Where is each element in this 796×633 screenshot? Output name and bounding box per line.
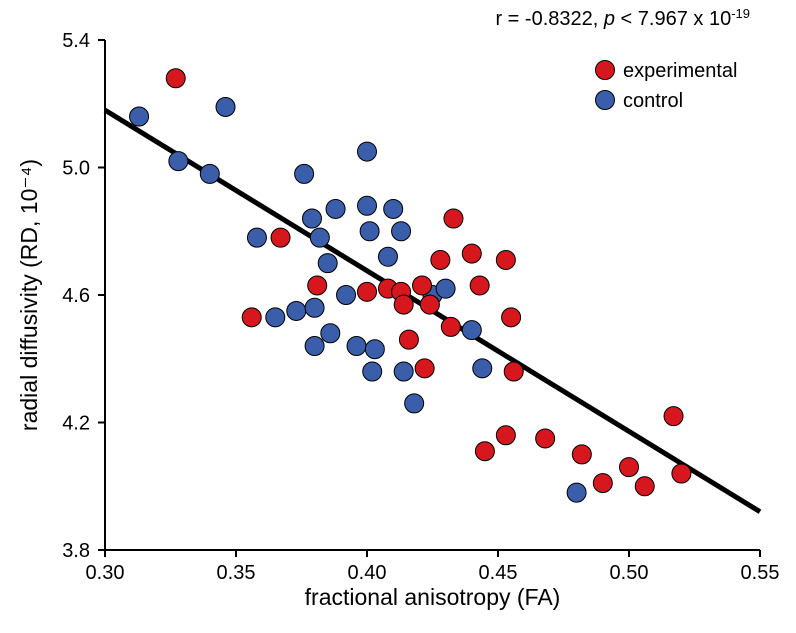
point-experimental — [415, 359, 434, 378]
point-experimental — [502, 308, 521, 327]
point-experimental — [431, 250, 450, 269]
y-tick-label: 5.4 — [62, 30, 90, 52]
point-experimental — [475, 442, 494, 461]
legend-label: control — [623, 90, 683, 112]
point-control — [473, 359, 492, 378]
point-control — [266, 308, 285, 327]
point-experimental — [358, 282, 377, 301]
point-experimental — [399, 330, 418, 349]
point-experimental — [413, 276, 432, 295]
point-experimental — [496, 250, 515, 269]
point-control — [310, 228, 329, 247]
legend-label: experimental — [623, 60, 738, 82]
point-experimental — [420, 295, 439, 314]
y-axis-title: radial diffusivity (RD, 10⁻⁴) — [16, 159, 42, 431]
chart-svg: 0.30 0.35 0.40 0.45 0.50 0.55 3.8 4.2 4.6 5.0 5.4 f… — [0, 0, 796, 633]
stats-text: r = -0.8322, p < 7.967 x 10-19 — [495, 6, 750, 31]
point-experimental — [308, 276, 327, 295]
point-control — [462, 321, 481, 340]
point-control — [337, 286, 356, 305]
point-experimental — [462, 244, 481, 263]
y-tick-label: 4.2 — [62, 413, 90, 435]
x-tick-label: 0.40 — [348, 562, 387, 584]
point-control — [326, 199, 345, 218]
point-control — [436, 279, 455, 298]
y-tick-label: 5.0 — [62, 158, 90, 180]
x-tick-label: 0.30 — [86, 562, 125, 584]
legend-marker — [596, 61, 615, 80]
point-experimental — [620, 458, 639, 477]
point-control — [321, 324, 340, 343]
x-tick-label: 0.45 — [479, 562, 518, 584]
x-tick-label: 0.55 — [741, 562, 780, 584]
point-control — [295, 164, 314, 183]
point-experimental — [444, 209, 463, 228]
point-control — [360, 222, 379, 241]
y-tick-label: 3.8 — [62, 540, 90, 562]
point-control — [394, 362, 413, 381]
point-control — [365, 340, 384, 359]
y-tick-label: 4.6 — [62, 285, 90, 307]
point-control — [287, 301, 306, 320]
point-control — [384, 199, 403, 218]
point-experimental — [536, 429, 555, 448]
point-control — [169, 152, 188, 171]
scatter-chart: 0.30 0.35 0.40 0.45 0.50 0.55 3.8 4.2 4.6 5.0 5.4 f… — [0, 0, 796, 633]
legend-marker — [596, 91, 615, 110]
x-axis-title: fractional anisotropy (FA) — [305, 584, 561, 610]
point-control — [200, 164, 219, 183]
point-experimental — [166, 69, 185, 88]
point-control — [358, 142, 377, 161]
point-experimental — [441, 317, 460, 336]
point-experimental — [470, 276, 489, 295]
point-experimental — [394, 295, 413, 314]
point-experimental — [504, 362, 523, 381]
point-control — [347, 337, 366, 356]
point-experimental — [271, 228, 290, 247]
point-control — [318, 254, 337, 273]
point-control — [305, 337, 324, 356]
point-control — [302, 209, 321, 228]
point-control — [247, 228, 266, 247]
x-tick-label: 0.35 — [217, 562, 256, 584]
point-control — [392, 222, 411, 241]
point-control — [358, 196, 377, 215]
point-experimental — [672, 464, 691, 483]
point-control — [363, 362, 382, 381]
x-tick-label: 0.50 — [610, 562, 649, 584]
point-experimental — [635, 477, 654, 496]
point-control — [305, 298, 324, 317]
point-experimental — [593, 474, 612, 493]
point-control — [405, 394, 424, 413]
point-experimental — [572, 445, 591, 464]
point-control — [567, 483, 586, 502]
point-control — [130, 107, 149, 126]
point-experimental — [242, 308, 261, 327]
point-experimental — [496, 426, 515, 445]
point-control — [378, 247, 397, 266]
point-experimental — [664, 407, 683, 426]
point-control — [216, 97, 235, 116]
